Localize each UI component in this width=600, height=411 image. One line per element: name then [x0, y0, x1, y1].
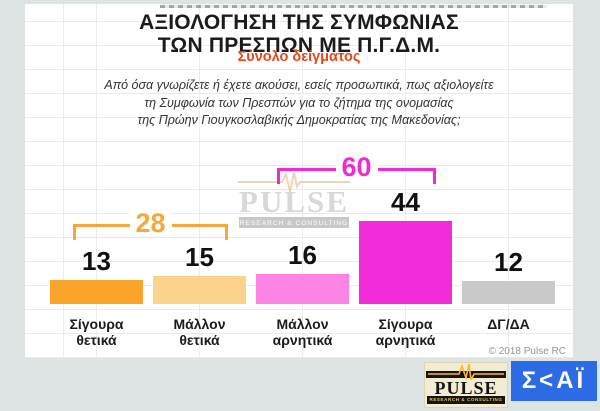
watermark-band: [239, 217, 349, 228]
question-text: Από όσα γνωρίζετε ή έχετε ακούσει, εσείς…: [25, 77, 573, 130]
bar-value-label: 15: [185, 242, 214, 272]
bar-value-label: 12: [494, 247, 523, 277]
skai-logo: Σ<ΑΪ: [511, 361, 597, 401]
bar-category-label: ΔΓ/ΔΑ: [487, 316, 530, 332]
chart-bar: [256, 274, 349, 304]
question-line-1: Από όσα γνωρίζετε ή έχετε ακούσει, εσείς…: [104, 78, 494, 92]
group-bracket-negative: 60: [277, 154, 436, 184]
top-dashed-border: [160, 5, 547, 8]
subtitle: Σύνολο δείγματος: [237, 49, 361, 65]
page-title: ΑΞΙΟΛΟΓΗΣΗ ΤΗΣ ΣΥΜΦΩΝΙΑΣ ΤΩΝ ΠΡΕΣΠΩΝ ΜΕ …: [25, 11, 573, 57]
bar-category-label: Μάλλον αρνητικά: [272, 316, 333, 348]
pulse-logo-wordmark: PULSE: [434, 378, 498, 398]
question-line-2: τη Συμφωνία των Πρεσπών για το ζήτημα τη…: [144, 95, 454, 110]
title-line-1: ΑΞΙΟΛΟΓΗΣΗ ΤΗΣ ΣΥΜΦΩΝΙΑΣ: [139, 11, 459, 34]
heartbeat-icon: [238, 172, 350, 193]
bar-category-label: Σίγουρα θετικά: [69, 316, 124, 348]
question-line-3: της Πρώην Γιουγκοσλαβικής Δημοκρατίας τη…: [137, 113, 461, 127]
content-panel: ΑΞΙΟΛΟΓΗΣΗ ΤΗΣ ΣΥΜΦΩΝΙΑΣ ΤΩΝ ΠΡΕΣΠΩΝ ΜΕ …: [25, 4, 573, 358]
bar-chart: 13 Σίγουρα θετικά 15 Μάλλον θετικά 16 Μάλλον …: [25, 4, 573, 358]
bar-value-label: 44: [391, 187, 420, 217]
watermark-tagline: RESEARCH & CONSULTING: [240, 220, 348, 227]
heartbeat-icon: [426, 364, 506, 380]
bar-value-label: 16: [288, 240, 317, 270]
chart-bar: [359, 221, 452, 304]
watermark-wordmark: PULSE: [239, 184, 349, 219]
copyright-note: © 2018 Pulse RC: [488, 346, 566, 357]
group-bracket-positive: 28: [73, 210, 228, 240]
bar-category-label: Σίγουρα αρνητικά: [375, 316, 436, 348]
group-total-label: 28: [129, 210, 172, 237]
pulse-watermark: PULSE RESEARCH & CONSULTING: [238, 172, 350, 228]
chart-bar: [153, 276, 246, 304]
chart-bar: [50, 280, 143, 304]
bar-value-label: 13: [82, 246, 111, 276]
bar-category-label: Μάλλον θετικά: [173, 316, 226, 348]
title-line-2: ΤΩΝ ΠΡΕΣΠΩΝ ΜΕ Π.Γ.Δ.Μ.: [157, 34, 441, 57]
pulse-logo: PULSE RESEARCH & CONSULTING: [424, 362, 508, 408]
chart-bar: [462, 281, 555, 304]
group-total-label: 60: [335, 154, 378, 181]
pulse-logo-tagline: RESEARCH & CONSULTING: [427, 396, 505, 404]
